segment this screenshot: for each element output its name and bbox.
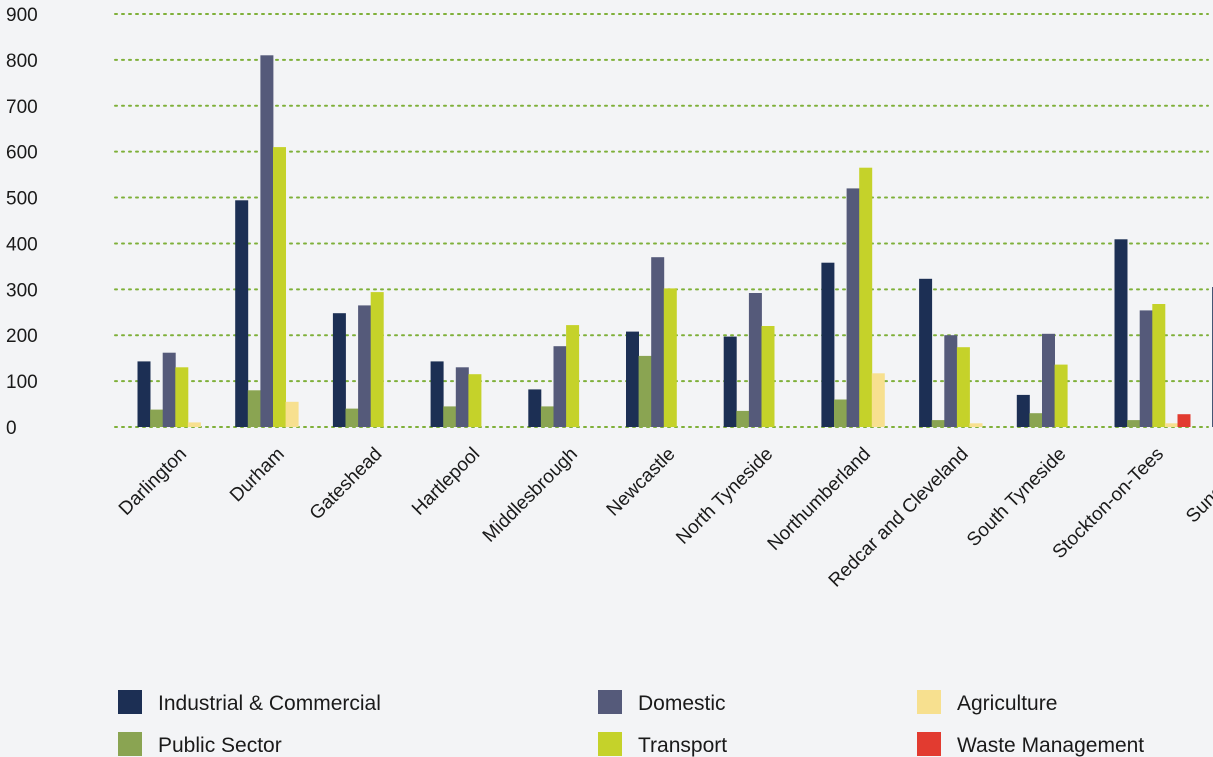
bar-domestic-durham <box>260 55 274 428</box>
bar-domestic-gateshead <box>358 305 372 427</box>
y-tick-label: 200 <box>6 326 38 347</box>
legend-label: Agriculture <box>957 692 1057 715</box>
bar-public-sector-northumberland <box>834 399 847 427</box>
x-category-label: Durham <box>226 444 289 507</box>
bar-domestic-newcastle <box>651 257 665 427</box>
legend-swatch <box>598 732 622 756</box>
legend-swatch <box>118 732 142 756</box>
bar-domestic-north-tyneside <box>748 293 762 427</box>
bar-domestic-northumberland <box>846 188 860 427</box>
bar-public-sector-newcastle <box>638 355 652 427</box>
bar-agriculture-darlington <box>187 422 201 427</box>
bar-industrial-commercial-durham <box>235 200 249 427</box>
bar-agriculture-durham <box>285 401 299 427</box>
bar-agriculture-northumberland <box>871 373 885 427</box>
bar-agriculture-redcar-and-cleveland <box>969 423 983 427</box>
bar-domestic-south-tyneside <box>1042 333 1055 427</box>
bars <box>137 55 1213 428</box>
bar-transport-newcastle <box>663 288 677 427</box>
bar-transport-northumberland <box>859 167 873 427</box>
bar-transport-gateshead <box>370 292 384 427</box>
bar-transport-south-tyneside <box>1054 364 1068 427</box>
legend-swatch <box>917 690 941 714</box>
x-category-label: Darlington <box>115 444 191 520</box>
legend-swatch <box>598 690 622 714</box>
y-tick-label: 0 <box>6 418 17 439</box>
bar-public-sector-north-tyneside <box>736 410 750 427</box>
legend-label: Industrial & Commercial <box>158 692 381 715</box>
bar-industrial-commercial-stockton-on-tees <box>1114 239 1128 427</box>
y-tick-label: 600 <box>6 143 38 164</box>
bar-industrial-commercial-redcar-and-cleveland <box>919 278 933 427</box>
bar-waste-management-stockton-on-tees <box>1177 414 1191 427</box>
y-tick-label: 900 <box>6 5 38 26</box>
bar-industrial-commercial-darlington <box>137 361 151 427</box>
y-tick-label: 800 <box>6 51 38 72</box>
legend-label: Public Sector <box>158 734 282 757</box>
bar-industrial-commercial-north-tyneside <box>723 336 737 427</box>
x-category-label: Hartlepool <box>408 444 484 520</box>
y-tick-label: 500 <box>6 189 38 210</box>
y-tick-label: 700 <box>6 97 38 118</box>
x-category-label: North Tyneside <box>672 444 777 549</box>
bar-public-sector-middlesbrough <box>540 406 554 427</box>
bar-industrial-commercial-hartlepool <box>430 361 444 427</box>
y-tick-label: 300 <box>6 280 38 301</box>
bar-domestic-darlington <box>162 352 176 427</box>
bar-industrial-commercial-northumberland <box>821 262 835 427</box>
bar-transport-middlesbrough <box>566 325 580 427</box>
y-tick-label: 100 <box>6 372 38 393</box>
bar-public-sector-stockton-on-tees <box>1127 420 1141 427</box>
bar-public-sector-redcar-and-cleveland <box>931 420 945 427</box>
x-category-label: South Tyneside <box>963 444 1070 551</box>
bar-industrial-commercial-south-tyneside <box>1016 394 1030 427</box>
x-category-label: Northumberland <box>764 444 875 555</box>
y-axis-tick-labels: 0 100 200 300 400 500 600 700 800 900 <box>6 5 38 439</box>
bar-domestic-hartlepool <box>455 367 469 427</box>
bar-public-sector-durham <box>247 390 261 427</box>
y-tick-label: 400 <box>6 234 38 255</box>
bar-transport-stockton-on-tees <box>1152 304 1166 427</box>
bar-domestic-redcar-and-cleveland <box>944 335 958 427</box>
x-category-label: Sunderland <box>1182 444 1213 528</box>
bar-transport-redcar-and-cleveland <box>956 347 970 427</box>
bar-public-sector-hartlepool <box>443 406 457 427</box>
bar-public-sector-gateshead <box>345 408 359 427</box>
bar-industrial-commercial-middlesbrough <box>528 389 542 427</box>
bar-domestic-stockton-on-tees <box>1139 310 1153 427</box>
bar-public-sector-darlington <box>150 409 164 427</box>
bar-transport-hartlepool <box>468 374 482 427</box>
x-axis-category-labels: Darlington Durham Gateshead HartlepoolMiddl… <box>115 444 1213 592</box>
bar-agriculture-stockton-on-tees <box>1164 423 1178 427</box>
bar-industrial-commercial-newcastle <box>626 331 639 427</box>
x-category-label: Gateshead <box>306 444 387 525</box>
legend-label: Domestic <box>638 692 726 715</box>
x-category-label: Middlesbrough <box>479 444 582 547</box>
x-category-label: Newcastle <box>603 444 680 521</box>
bar-transport-north-tyneside <box>761 326 775 427</box>
legend-swatch <box>118 690 142 714</box>
bar-domestic-middlesbrough <box>553 346 567 427</box>
bar-industrial-commercial-gateshead <box>332 313 346 427</box>
legend-label: Waste Management <box>957 734 1144 757</box>
legend-swatch <box>917 732 941 756</box>
bar-transport-darlington <box>175 367 189 427</box>
legend: Industrial & Commercial Public Sector Dome… <box>118 690 1144 757</box>
bar-transport-durham <box>273 147 286 427</box>
grid-lines <box>114 13 1209 428</box>
bar-public-sector-south-tyneside <box>1029 413 1043 427</box>
legend-label: Transport <box>638 734 727 757</box>
